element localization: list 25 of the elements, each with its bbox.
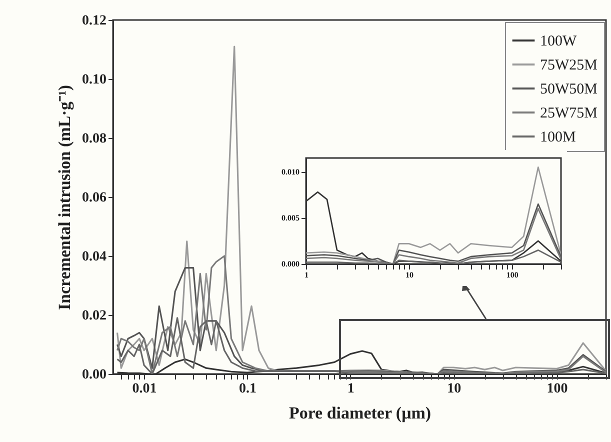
x-tick-label: 0.01 <box>132 382 157 396</box>
legend-label: 75W25M <box>540 58 598 74</box>
x-tick-label: 1 <box>347 382 354 396</box>
x-axis-title: Pore diameter (μm) <box>288 404 432 422</box>
y-tick-label: 0.10 <box>82 72 106 88</box>
legend-label: 50W50M <box>540 82 598 98</box>
x-tick-label: 100 <box>546 382 568 396</box>
x-tick-label: 10 <box>447 382 462 396</box>
y-tick-label: 0.010 <box>282 167 300 176</box>
y-tick-label: 0.005 <box>282 213 300 222</box>
y-tick-label: 0.04 <box>82 250 106 264</box>
y-tick-label: 0.000 <box>282 260 300 268</box>
legend-label: 25W75M <box>540 106 598 122</box>
legend-label: 100W <box>540 34 578 50</box>
x-tick-label: 0.1 <box>238 382 256 396</box>
y-tick-label: 0.08 <box>82 132 106 146</box>
x-tick-label: 10 <box>405 270 414 280</box>
x-tick-label: 100 <box>506 270 518 280</box>
y-tick-label: 0.12 <box>82 14 106 28</box>
y-axis-title: Incremental intrusion (mL·g⁻¹) <box>55 84 74 310</box>
x-tick-label: 1 <box>304 270 308 280</box>
y-tick-label: 0.06 <box>82 190 106 206</box>
y-tick-label: 0.00 <box>82 368 106 382</box>
legend-label: 100M <box>540 130 576 146</box>
y-tick-label: 0.02 <box>82 308 106 324</box>
